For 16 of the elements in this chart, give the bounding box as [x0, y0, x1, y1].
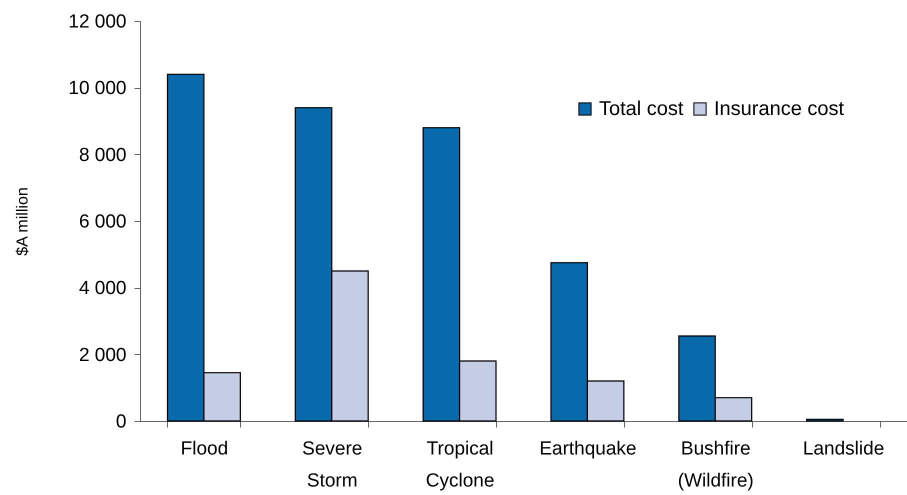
x-tick-label: Flood — [180, 438, 228, 460]
legend-label: Total cost — [599, 98, 684, 120]
y-tick-label: 10 000 — [68, 78, 126, 100]
y-tick-label: 2 000 — [78, 344, 126, 366]
x-tick-label: Earthquake — [539, 438, 637, 460]
y-tick-label: 0 — [116, 412, 126, 432]
x-tick-label: Severe Storm — [302, 438, 362, 492]
x-tick-label: Bushfire (Wildfire) — [678, 438, 754, 492]
y-tick-label: 6 000 — [78, 212, 126, 232]
y-tick-label: 12 000 — [68, 12, 126, 32]
y-tick-label: 4 000 — [78, 278, 126, 300]
y-axis-title: $A million — [14, 187, 32, 256]
y-tick-label: 8 000 — [78, 144, 126, 166]
x-tick-label: Tropical Cyclone — [426, 438, 494, 492]
legend-label: Insurance cost — [714, 98, 845, 120]
x-tick-label: Landslide — [802, 438, 884, 460]
